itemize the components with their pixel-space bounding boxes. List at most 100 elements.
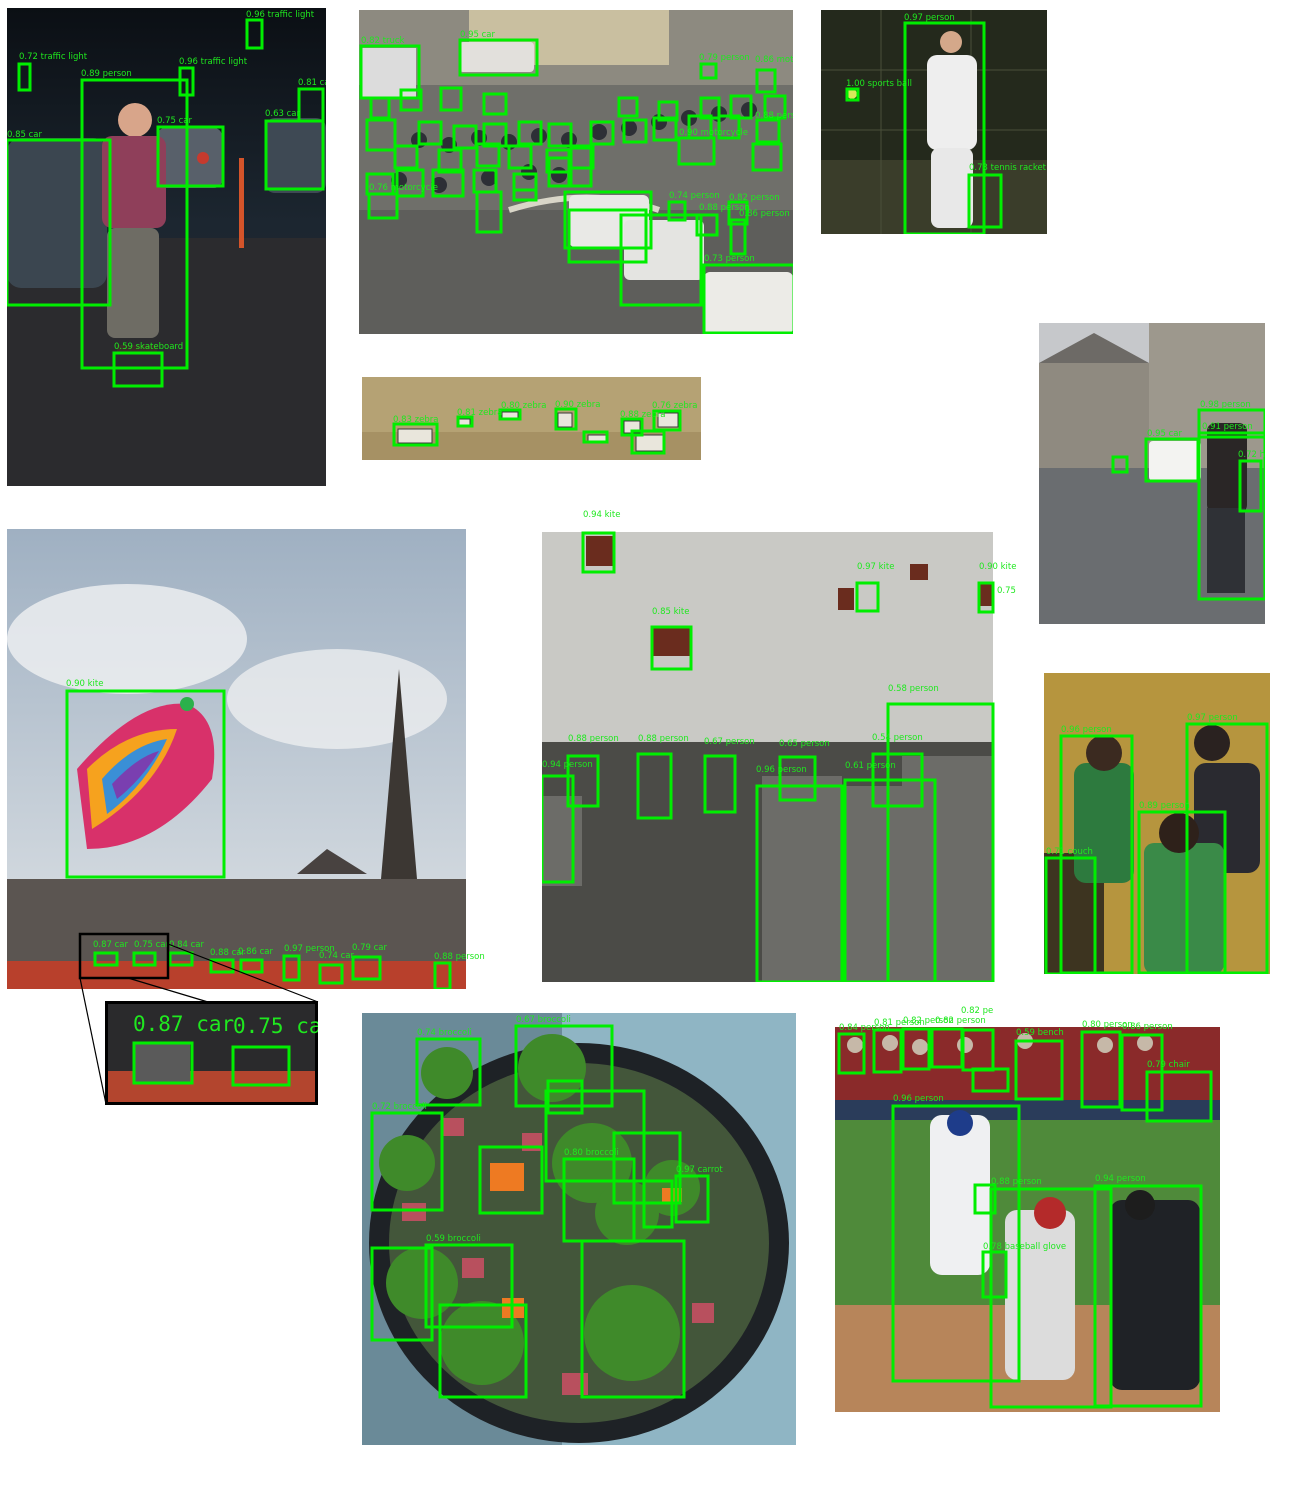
detection-box (971, 1067, 1010, 1093)
detection-box (456, 415, 474, 428)
label-person-9: 0.94 person (1095, 1174, 1146, 1184)
label-person-2: 0.91 person (1202, 422, 1253, 432)
photo-baseball-canvas: 0.84 person 0.81 person 0.82 person 0.82… (835, 1006, 1220, 1412)
label-kite-3: 0.90 kite (979, 562, 1016, 572)
detection-box (843, 778, 937, 982)
detection-box (424, 1243, 514, 1329)
detection-box (727, 200, 749, 226)
label-person-4: 0.82 person (935, 1016, 986, 1026)
detection-box (393, 144, 419, 170)
detection-box (652, 409, 682, 432)
label-car-3: 0.63 car (265, 109, 301, 119)
label-car: 0.95 car (1147, 429, 1183, 439)
photo-street-canvas: 0.98 person 0.91 person 0.72 handbag 0.9… (1039, 323, 1265, 624)
photo-spire-kite-canvas: 0.90 kite 0.87 car 0.75 car 0.84 car 0.8… (7, 529, 485, 989)
label-sports-ball: 1.00 sports ball (846, 79, 912, 89)
label-traffic-light-1: 0.96 traffic light (246, 10, 315, 20)
detection-box (650, 625, 693, 671)
label-person-10: 0.88 person (991, 1177, 1042, 1187)
label-kite-2: 0.97 kite (857, 562, 894, 572)
photo-baseball: 0.84 person 0.81 person 0.82 person 0.82… (835, 1005, 1220, 1412)
label-person-3: 0.82 person (903, 1016, 954, 1026)
detection-box (652, 116, 678, 142)
label-person: 0.89 person (81, 69, 132, 79)
label-baseball-glove: 0.78 baseball glove (983, 1242, 1066, 1252)
label-car-4: 0.88 car (210, 948, 246, 958)
label-broccoli-3: 0.72 broccoli (372, 1102, 427, 1112)
label-person-1: 0.98 person (1200, 400, 1251, 410)
label-kite: 0.90 kite (66, 679, 103, 689)
label-kite-1: 0.94 kite (583, 510, 620, 520)
detection-box (498, 408, 522, 421)
detection-box (677, 136, 716, 166)
detection-box (837, 1032, 866, 1075)
photo-friends: 0.96 person 0.97 person 0.89 person 0.71… (1044, 673, 1270, 974)
detection-box (630, 429, 666, 455)
detection-box (891, 1104, 1021, 1383)
detection-box (1197, 431, 1265, 601)
detection-box (369, 96, 391, 120)
detection-box (7, 138, 112, 307)
detection-box (514, 1024, 614, 1108)
label-carrot: 0.97 carrot (676, 1165, 723, 1175)
label-person-8: 0.96 person (756, 765, 807, 775)
photo-street: 0.98 person 0.91 person 0.72 handbag 0.9… (1039, 323, 1265, 624)
detection-box (967, 173, 1003, 229)
detection-box (1044, 856, 1097, 974)
detection-box (395, 168, 425, 198)
label-person-6: 0.80 person (1082, 1020, 1133, 1030)
detection-box (156, 125, 225, 188)
detection-box (475, 190, 503, 234)
detection-box (589, 120, 615, 146)
detection-box (65, 689, 226, 879)
photo-kites-crowd-canvas: 0.94 kite 0.97 kite 0.90 kite 0.75 0.85 … (542, 510, 1016, 982)
detection-box (433, 961, 452, 989)
label-car-2: 0.75 car (134, 940, 170, 950)
label-person-2: 0.88 person (568, 734, 619, 744)
zoom-inset: 0.87 car 0.75 ca (105, 1001, 318, 1105)
photo-skateboarder: 0.96 traffic light 0.72 traffic light 0.… (7, 8, 326, 486)
label-person-9: 0.61 person (845, 761, 896, 771)
detection-box (392, 422, 439, 447)
detection-box (1145, 1070, 1213, 1123)
detection-box (755, 118, 781, 144)
label-chair: 0.79 chair (1147, 1060, 1190, 1070)
label-car-7: 0.79 car (352, 943, 388, 953)
detection-box (567, 208, 648, 264)
label-kite-5: 0.85 kite (652, 607, 689, 617)
label-person-3: 0.74 person (669, 191, 720, 201)
photo-kites-crowd: 0.94 kite 0.97 kite 0.90 kite 0.75 0.85 … (542, 506, 1023, 982)
label-tennis-racket: 0.73 tennis racket (969, 163, 1047, 173)
photo-broccoli-canvas: 0.74 broccoli 0.67 broccoli 0.72 broccol… (362, 1013, 796, 1445)
label-person-1: 0.96 person (1061, 725, 1112, 735)
label-person-5: 0.82 pe (961, 1006, 993, 1016)
label-person-3: 0.88 person (638, 734, 689, 744)
label-traffic-light-2: 0.72 traffic light (19, 52, 88, 62)
inset-label-1: 0.87 car (133, 1012, 234, 1036)
detection-box (612, 1131, 682, 1205)
photo-skateboarder-canvas: 0.96 traffic light 0.72 traffic light 0.… (7, 8, 326, 486)
detection-box (507, 144, 533, 170)
detection-box (544, 1089, 646, 1183)
label-car: 0.95 car (460, 30, 496, 40)
detection-box (546, 1079, 584, 1115)
label-person-2: 0.81 person (874, 1018, 925, 1028)
label-person-7: 0.94 person (542, 760, 593, 770)
label-person-1: 0.97 person (284, 944, 335, 954)
label-person-8: 0.96 person (893, 1094, 944, 1104)
detection-box (751, 142, 783, 172)
detection-box (755, 68, 777, 94)
label-zebra-2: 0.81 zebra (457, 408, 502, 418)
label-car-6: 0.74 car (319, 951, 355, 961)
photo-tennis: 0.97 person 1.00 sports ball 0.73 tennis… (821, 10, 1047, 234)
zoom-callout-lines (78, 932, 319, 1105)
photo-zebras: 0.83 zebra 0.81 zebra 0.80 zebra 0.90 ze… (362, 377, 701, 460)
detection-box (431, 168, 465, 198)
label-motorcycle-3: 0.76 motorcycle (369, 183, 438, 193)
detection-box (209, 958, 235, 974)
detection-box (452, 124, 478, 150)
detection-box (636, 752, 673, 820)
detection-box (1111, 455, 1129, 474)
detection-box (399, 88, 423, 112)
detection-box (699, 62, 718, 80)
